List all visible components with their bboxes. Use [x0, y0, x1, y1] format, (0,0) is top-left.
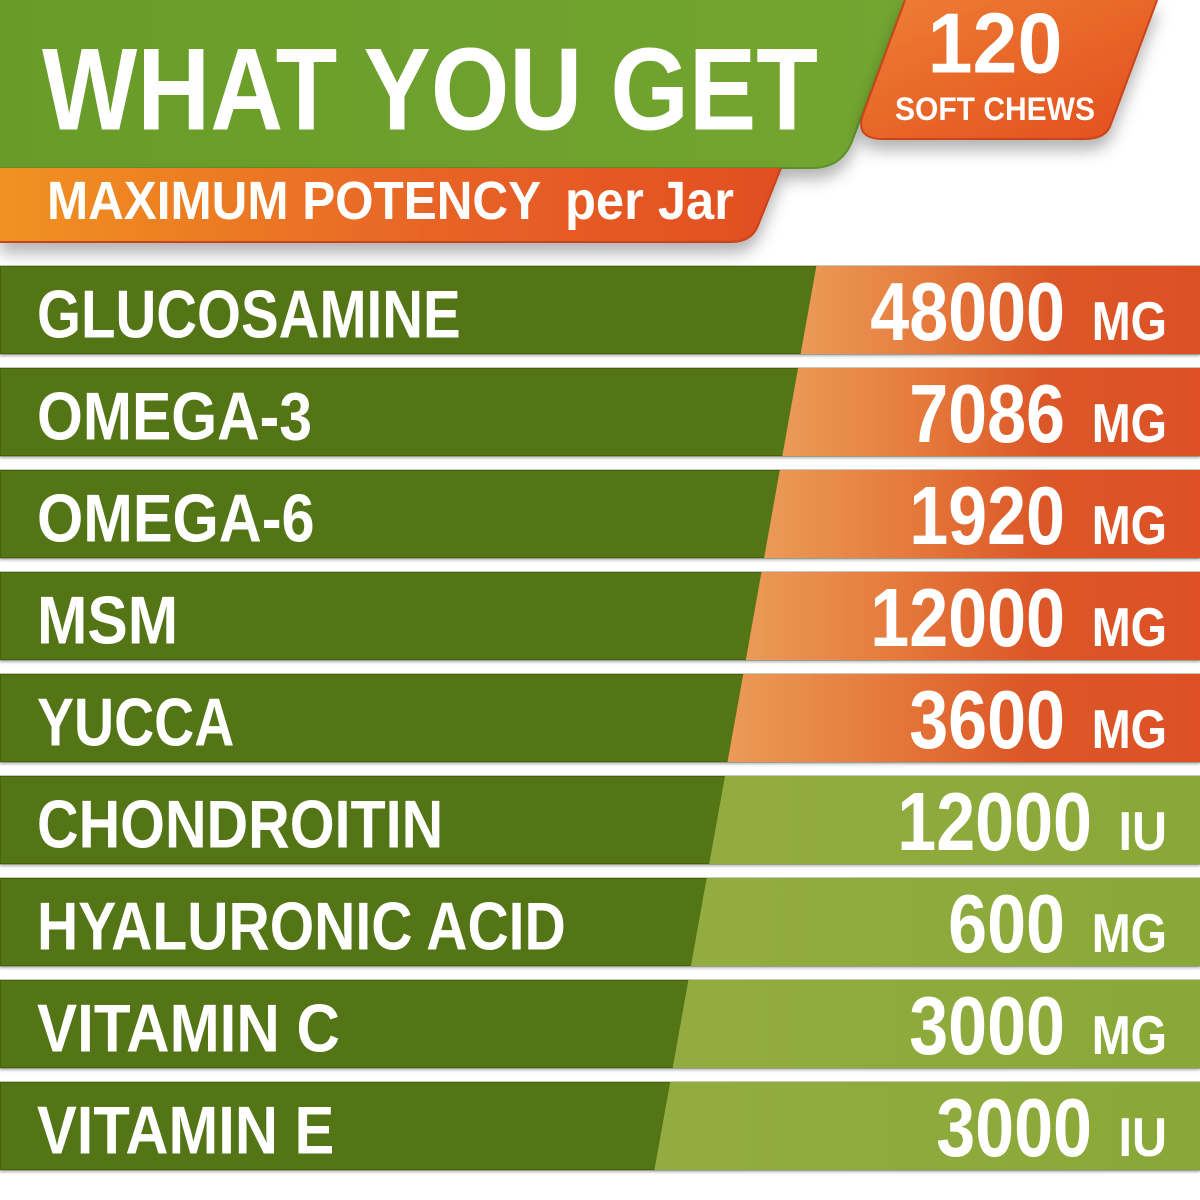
- svg-text:MG: MG: [1092, 495, 1167, 556]
- svg-text:3600: 3600: [909, 675, 1065, 767]
- svg-text:OMEGA-3: OMEGA-3: [37, 379, 312, 455]
- svg-text:HYALURONIC ACID: HYALURONIC ACID: [37, 889, 566, 965]
- svg-text:3000: 3000: [936, 1083, 1092, 1175]
- svg-text:IU: IU: [1118, 800, 1167, 861]
- svg-text:7086: 7086: [909, 369, 1065, 461]
- svg-text:600: 600: [948, 879, 1065, 971]
- svg-text:WHAT YOU GET: WHAT YOU GET: [42, 25, 818, 156]
- svg-text:SOFT CHEWS: SOFT CHEWS: [895, 91, 1095, 127]
- svg-text:IU: IU: [1118, 1106, 1167, 1167]
- svg-text:3000: 3000: [909, 981, 1065, 1073]
- svg-text:MG: MG: [1092, 291, 1167, 352]
- svg-text:VITAMIN C: VITAMIN C: [37, 990, 340, 1066]
- svg-text:VITAMIN E: VITAMIN E: [37, 1092, 334, 1169]
- svg-text:CHONDROITIN: CHONDROITIN: [37, 787, 443, 863]
- svg-text:120: 120: [928, 0, 1063, 91]
- svg-text:per Jar: per Jar: [565, 172, 734, 232]
- svg-text:YUCCA: YUCCA: [37, 685, 234, 761]
- svg-text:GLUCOSAMINE: GLUCOSAMINE: [37, 277, 461, 353]
- svg-text:OMEGA-6: OMEGA-6: [37, 480, 315, 557]
- svg-text:MG: MG: [1092, 393, 1167, 454]
- svg-text:MAXIMUM POTENCY: MAXIMUM POTENCY: [47, 170, 541, 231]
- svg-text:48000: 48000: [870, 267, 1065, 359]
- svg-text:MG: MG: [1092, 699, 1167, 760]
- svg-text:12000: 12000: [870, 573, 1065, 665]
- svg-text:12000: 12000: [897, 777, 1092, 869]
- svg-text:MG: MG: [1092, 597, 1167, 658]
- svg-text:MSM: MSM: [37, 582, 178, 658]
- svg-text:MG: MG: [1092, 1005, 1167, 1066]
- svg-text:1920: 1920: [909, 471, 1065, 563]
- svg-text:MG: MG: [1092, 903, 1167, 964]
